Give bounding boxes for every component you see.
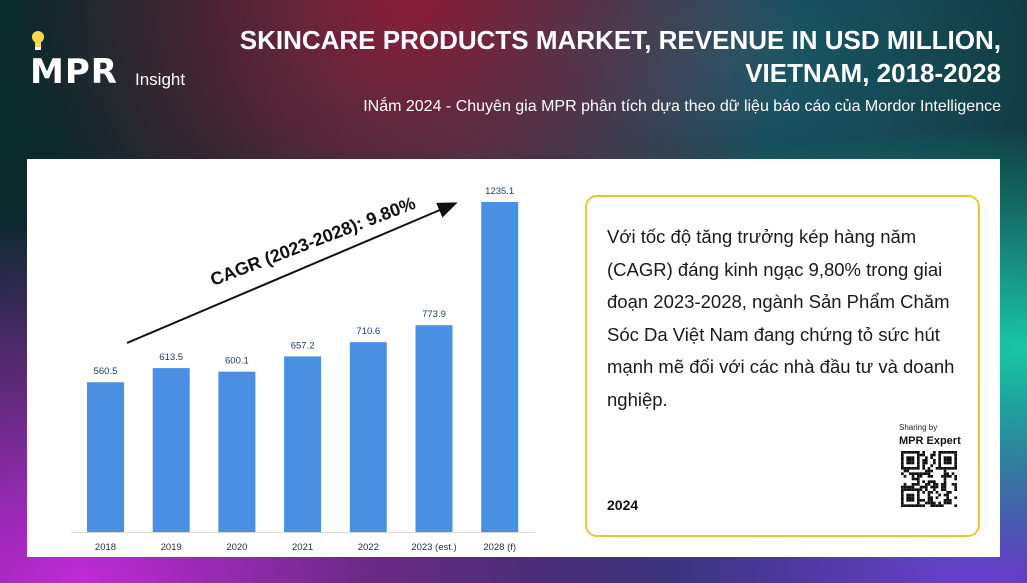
category-tick-label: 2022 — [358, 542, 379, 553]
bar-value-label: 710.6 — [356, 326, 380, 337]
summary-year: 2024 — [607, 497, 639, 513]
bar-value-label: 773.9 — [422, 309, 446, 320]
logo-brand: MPR — [30, 52, 118, 92]
bar-2019 — [152, 368, 190, 532]
bar-2022 — [349, 342, 387, 532]
category-tick-label: 2023 (est.) — [411, 542, 456, 553]
logo-tagline: Insight — [135, 70, 186, 89]
cagr-arrow — [126, 202, 458, 344]
expert-label: MPR Expert — [899, 435, 961, 447]
bar-2021 — [284, 356, 322, 532]
bar-2028-f — [481, 202, 519, 532]
category-tick-label: 2020 — [226, 542, 247, 553]
bar-value-label: 1235.1 — [485, 186, 514, 197]
mpr-logo: MPR Insight — [28, 30, 198, 92]
category-tick-label: 2028 (f) — [483, 542, 516, 553]
content-panel: CAGR (2023-2028): 9.80% 560.5 2018 613.5 20… — [27, 159, 1000, 557]
bar-2018 — [87, 382, 124, 532]
summary-box: Với tốc độ tăng trưởng kép hàng năm (CAG… — [585, 195, 980, 537]
qr-code-icon — [901, 451, 957, 507]
bar-chart: CAGR (2023-2028): 9.80% 560.5 2018 613.5 20… — [71, 186, 535, 553]
bar-value-label: 560.5 — [94, 366, 118, 377]
bar-value-label: 657.2 — [291, 340, 315, 351]
bar-2020 — [218, 371, 256, 532]
category-tick-label: 2019 — [161, 542, 182, 553]
summary-text: Với tốc độ tăng trưởng kép hàng năm (CAG… — [607, 226, 955, 410]
bar-2023-est — [415, 325, 453, 532]
page-subtitle: INắm 2024 - Chuyên gia MPR phân tích dựa… — [363, 98, 1001, 115]
lightbulb-icon — [32, 31, 44, 50]
bar-value-label: 613.5 — [159, 352, 183, 363]
category-tick-label: 2021 — [292, 542, 313, 553]
sharing-by-label: Sharing by — [899, 423, 938, 432]
cagr-annotation: CAGR (2023-2028): 9.80% — [207, 193, 418, 290]
category-tick-label: 2018 — [95, 542, 116, 553]
page-title: SKINCARE PRODUCTS MARKET, REVENUE IN USD… — [239, 25, 1001, 88]
bar-value-label: 600.1 — [225, 356, 249, 367]
